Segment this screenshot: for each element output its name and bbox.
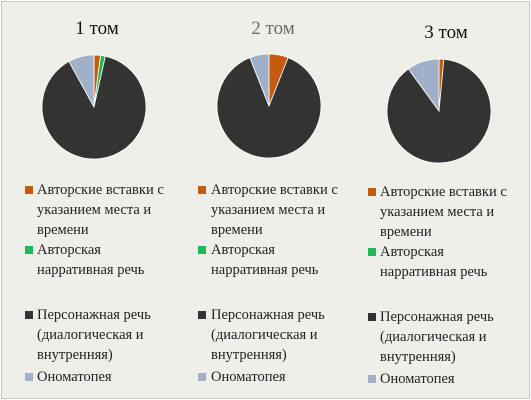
legend-swatch bbox=[368, 248, 376, 256]
legend-label: Авторская нарративная речь bbox=[380, 244, 488, 280]
legend-label: Ономатопея bbox=[37, 369, 112, 385]
pie-slice-character-speech bbox=[216, 57, 322, 159]
chart-title: 3 том bbox=[424, 22, 468, 43]
chart-title: 2 том bbox=[251, 18, 295, 39]
legend-swatch bbox=[25, 311, 33, 319]
pie-slice-onomatopoeia bbox=[407, 58, 440, 113]
legend-label: Персонажная речь (диалогическая и внутре… bbox=[37, 307, 151, 363]
legend-swatch bbox=[368, 313, 376, 321]
legend-label: Авторские вставки с указанием места и вр… bbox=[37, 182, 164, 238]
legend-swatch bbox=[368, 375, 376, 383]
legend-label: Авторская нарративная речь bbox=[211, 242, 319, 278]
pie-panel-volume-1: 1 том Авторские вставки с указанием мест… bbox=[9, 2, 185, 398]
legend-label: Авторская нарративная речь bbox=[37, 242, 145, 278]
legend-swatch bbox=[25, 246, 33, 254]
chart-title: 1 том bbox=[75, 18, 119, 39]
pie-chart bbox=[216, 53, 322, 159]
legend-label: Ономатопея bbox=[380, 371, 455, 387]
pie-slice-character-speech bbox=[41, 55, 147, 160]
legend-swatch bbox=[198, 311, 206, 319]
pie-chart bbox=[41, 54, 147, 160]
pie-slice-onomatopoeia bbox=[68, 54, 95, 108]
legend-label: Авторские вставки с указанием места и вр… bbox=[380, 184, 507, 240]
legend-swatch bbox=[25, 373, 33, 381]
legend-swatch bbox=[198, 186, 206, 194]
legend-label: Персонажная речь (диалогическая и внутре… bbox=[211, 307, 325, 363]
legend-swatch bbox=[368, 188, 376, 196]
legend-label: Персонажная речь (диалогическая и внутре… bbox=[380, 309, 494, 365]
legend-swatch bbox=[198, 373, 206, 381]
pie-panel-volume-3: 3 том Авторские вставки с указанием мест… bbox=[358, 2, 531, 398]
legend-swatch bbox=[198, 246, 206, 254]
legend-label: Авторские вставки с указанием места и вр… bbox=[211, 182, 338, 238]
pie-chart bbox=[386, 58, 492, 164]
pie-panel-volume-2: 2 том Авторские вставки с указанием мест… bbox=[185, 2, 361, 398]
legend-swatch bbox=[25, 186, 33, 194]
legend-label: Ономатопея bbox=[211, 369, 286, 385]
pie-slice-onomatopoeia bbox=[249, 53, 270, 107]
